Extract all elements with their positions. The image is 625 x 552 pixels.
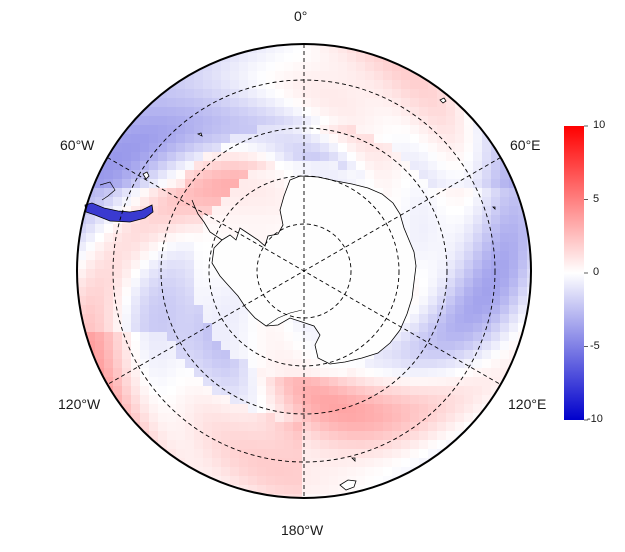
colorbar-tick-0: 0 bbox=[593, 266, 600, 278]
meridian-60e-120w bbox=[107, 157, 501, 385]
small-island-3 bbox=[196, 132, 203, 137]
meridian-label-120w: 120°W bbox=[58, 396, 101, 412]
colorbar-tick-neg10: -10 bbox=[587, 413, 603, 425]
colorbar-gradient bbox=[564, 126, 584, 420]
antarctic-peninsula-coast bbox=[191, 199, 223, 241]
meridian-label-120e: 120°E bbox=[508, 396, 547, 412]
south-georgia-island bbox=[142, 171, 150, 180]
ross-ice-shelf-edge bbox=[265, 309, 303, 327]
small-island-2 bbox=[492, 206, 496, 210]
meridian-label-180w: 180°W bbox=[281, 522, 324, 538]
meridian-label-60w: 60°W bbox=[60, 137, 95, 153]
colorbar-tick-10: 10 bbox=[593, 119, 606, 131]
small-island-1 bbox=[351, 457, 356, 462]
colorbar-tick-5: 5 bbox=[593, 193, 600, 205]
colorbar bbox=[564, 125, 588, 421]
colorbar-tick-neg5: -5 bbox=[590, 340, 600, 352]
land-outlines bbox=[84, 97, 496, 491]
kerguelen-island bbox=[439, 97, 447, 104]
graticule bbox=[107, 44, 501, 498]
south-america-coast bbox=[99, 181, 116, 201]
map-boundary bbox=[76, 43, 532, 499]
meridian-label-0: 0° bbox=[294, 8, 308, 24]
south-america-tip bbox=[84, 202, 154, 223]
macquarie-island bbox=[339, 479, 357, 491]
meridian-label-60e: 60°E bbox=[510, 137, 541, 153]
antarctica-outline bbox=[211, 175, 417, 365]
